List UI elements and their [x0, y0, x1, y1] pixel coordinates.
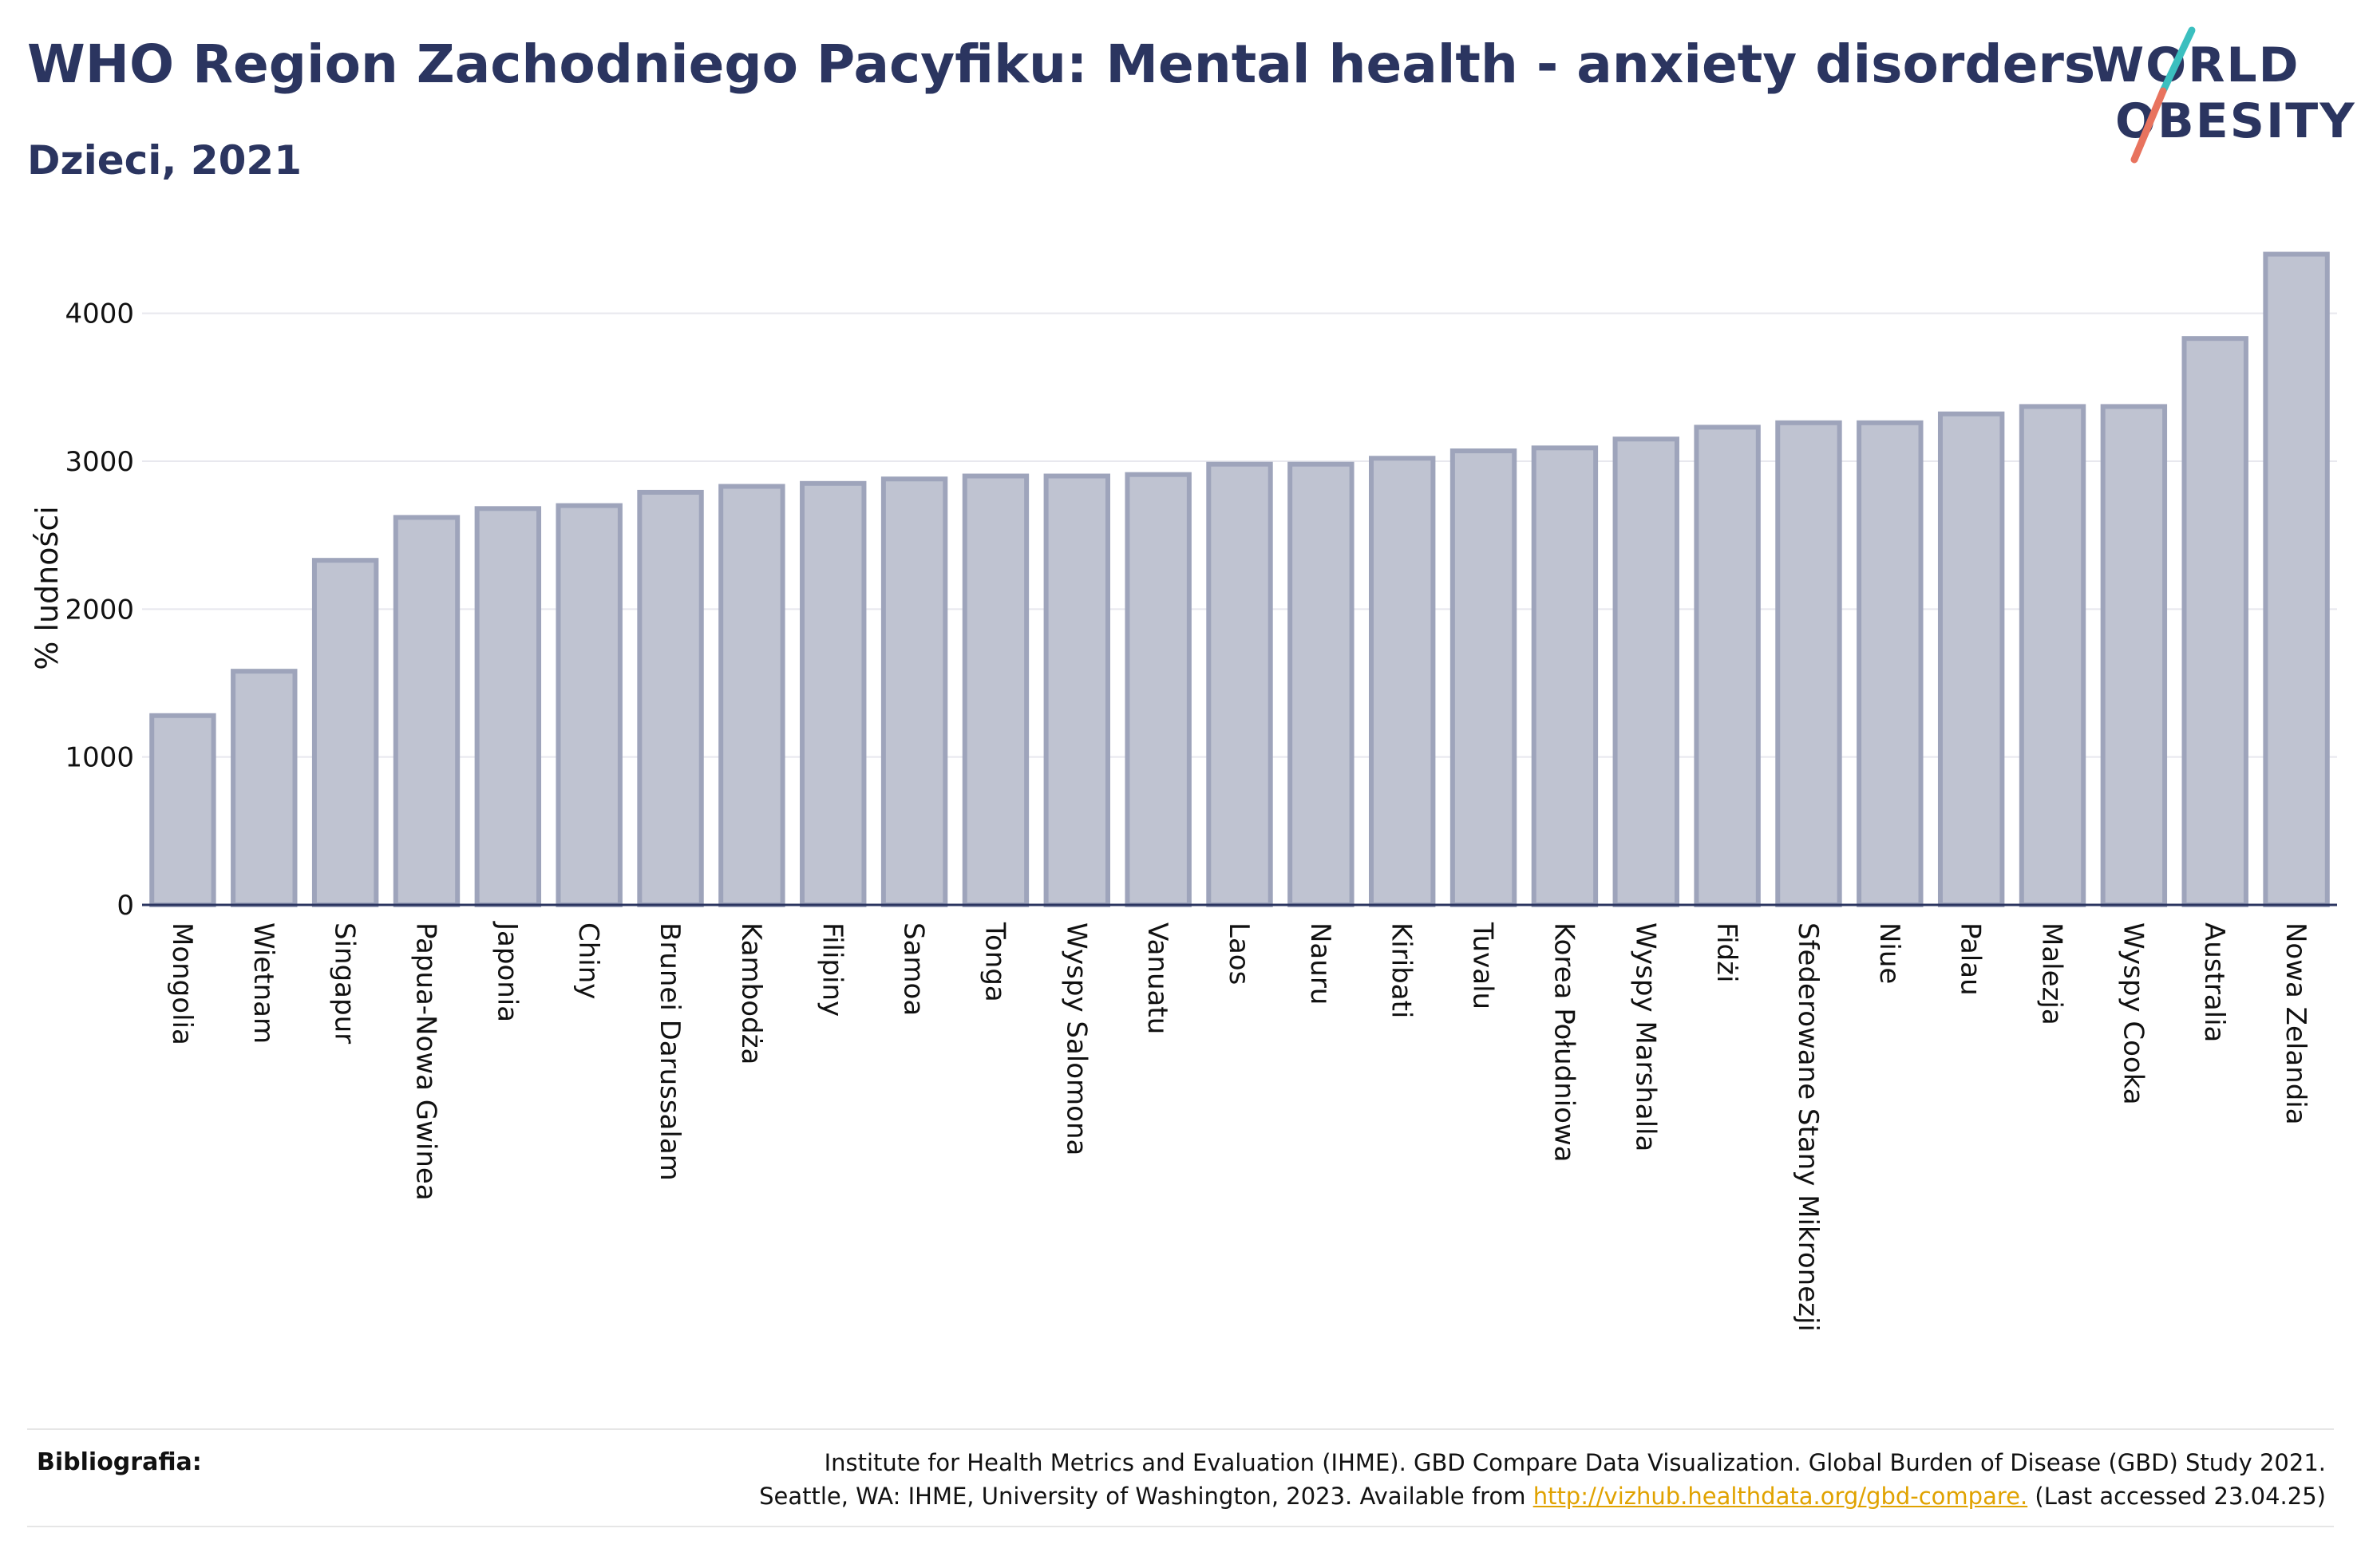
x-tick-label: Japonia — [491, 921, 523, 1022]
x-tick-label: Wyspy Salomona — [1060, 922, 1092, 1155]
y-axis-label: % ludności — [30, 506, 65, 670]
bar — [1369, 456, 1436, 907]
bar — [2100, 404, 2168, 907]
bibliography-line-1: Institute for Health Metrics and Evaluat… — [824, 1449, 2326, 1476]
bar — [556, 503, 623, 907]
bibliography-line-2: Seattle, WA: IHME, University of Washing… — [759, 1479, 2326, 1513]
bar — [718, 484, 785, 907]
bar — [2181, 336, 2248, 907]
x-tick-label: Filipiny — [817, 922, 848, 1017]
x-tick-label: Malezja — [2036, 922, 2068, 1025]
x-tick-label: Korea Południowa — [1548, 922, 1580, 1163]
bar — [1775, 420, 1842, 907]
bar — [1612, 436, 1679, 907]
x-tick-label: Fidżi — [1710, 922, 1742, 982]
x-tick-label: Niue — [1873, 922, 1905, 984]
y-tick-label: 4000 — [65, 298, 134, 330]
y-tick-label: 0 — [117, 890, 134, 922]
bar — [880, 476, 948, 907]
x-tick-label: Nauru — [1304, 922, 1336, 1005]
bar — [1449, 448, 1517, 907]
bar — [1043, 473, 1111, 907]
x-tick-label: Laos — [1223, 922, 1255, 985]
x-tick-label: Tuvalu — [1467, 922, 1499, 1009]
bar — [962, 473, 1030, 907]
bar — [1531, 445, 1599, 907]
x-tick-label: Sfederowane Stany Mikronezji — [1792, 922, 1824, 1332]
bar — [1287, 461, 1355, 907]
bibliography-label: Bibliografia: — [37, 1448, 202, 1476]
x-tick-label: Palau — [1955, 922, 1987, 996]
bibliography-text: Institute for Health Metrics and Evaluat… — [759, 1446, 2326, 1513]
bar — [2019, 404, 2086, 907]
x-tick-label: Wyspy Marshalla — [1629, 922, 1661, 1151]
bar — [393, 515, 461, 908]
bar — [311, 558, 379, 907]
logo-slash-icon — [2130, 26, 2196, 164]
page-title: WHO Region Zachodniego Pacyfiku: Mental … — [27, 34, 2096, 95]
bar-chart: 0 1000 2000 3000 4000 % ludności Mongolia Wietn… — [30, 251, 2337, 1332]
x-tick-label: Brunei Darussalam — [654, 922, 686, 1181]
bar — [231, 669, 298, 907]
bar — [1937, 411, 2005, 907]
bar — [1857, 420, 1924, 907]
footer-divider-bottom — [27, 1526, 2334, 1527]
y-tick-label: 1000 — [65, 742, 134, 774]
page-subtitle: Dzieci, 2021 — [27, 137, 302, 184]
bar — [800, 480, 867, 907]
x-tick-label: Samoa — [898, 922, 930, 1016]
logo-word-1: WORLD — [2091, 38, 2300, 93]
bar — [1206, 461, 1273, 907]
y-tick-label: 3000 — [65, 446, 134, 478]
bar — [2263, 251, 2330, 907]
bar — [474, 506, 542, 907]
source-link[interactable]: http://vizhub.healthdata.org/gbd-compare… — [1532, 1483, 2028, 1511]
bibliography-line-2-end: (Last accessed 23.04.25) — [2027, 1483, 2326, 1511]
bar — [637, 489, 704, 907]
x-tick-label: Mongolia — [166, 922, 198, 1045]
x-tick-label: Singapur — [329, 922, 361, 1044]
x-tick-label: Kiribati — [1386, 922, 1418, 1018]
x-tick-label: Chiny — [572, 922, 604, 999]
x-tick-label: Wyspy Cooka — [2117, 922, 2149, 1105]
x-tick-label: Wietnam — [247, 922, 279, 1044]
x-tick-label: Vanuatu — [1141, 922, 1173, 1034]
bar — [1125, 472, 1192, 907]
y-tick-label: 2000 — [65, 594, 134, 626]
world-obesity-logo: WORLD OBESITY — [2075, 24, 2355, 168]
bar — [149, 713, 216, 907]
x-tick-label: Tonga — [979, 922, 1010, 1002]
x-tick-label: Australia — [2198, 922, 2230, 1042]
bibliography-line-2-start: Seattle, WA: IHME, University of Washing… — [759, 1483, 1533, 1511]
x-tick-label: Nowa Zelandia — [2280, 922, 2312, 1125]
bar — [1694, 425, 1761, 907]
footer-divider-top — [27, 1428, 2334, 1430]
x-tick-label: Papua-Nowa Gwinea — [409, 922, 441, 1201]
x-tick-label: Kambodża — [735, 922, 767, 1064]
